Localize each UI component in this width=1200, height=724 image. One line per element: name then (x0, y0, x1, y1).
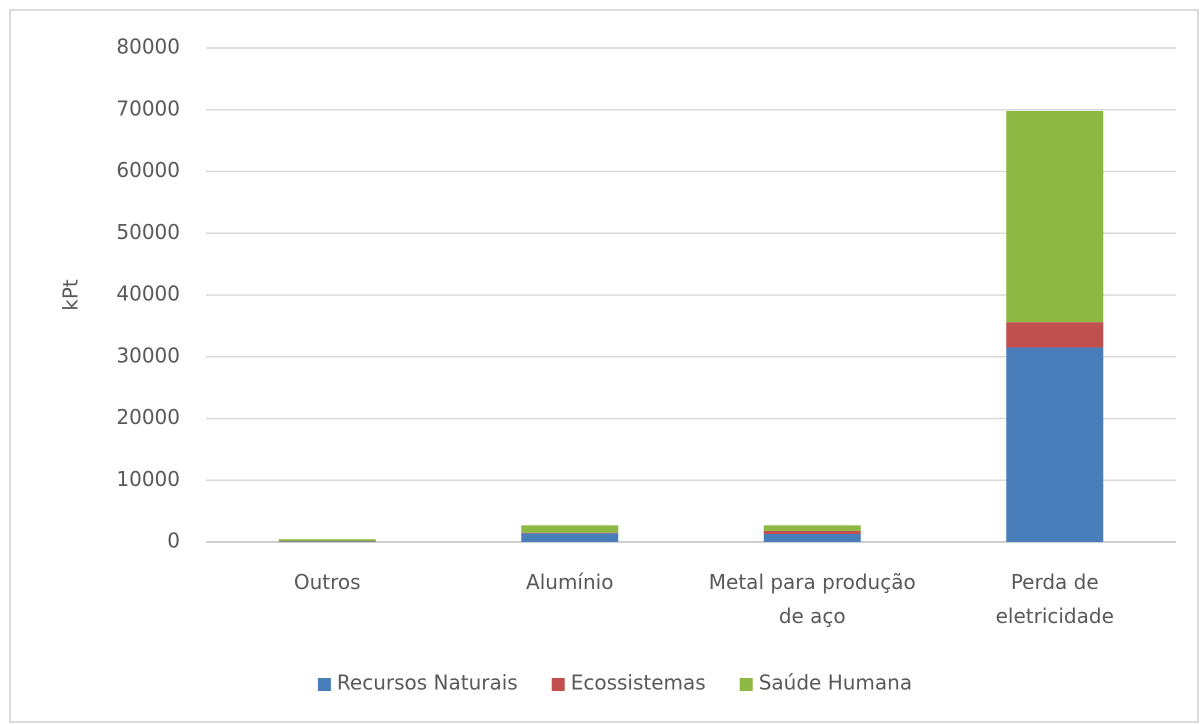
y-tick-label: 40000 (116, 282, 180, 306)
bar-segment (1006, 347, 1104, 542)
bar-segment (763, 530, 861, 534)
bar-segment (1006, 110, 1104, 323)
bar-segment (763, 533, 861, 542)
bar-segment (278, 541, 376, 542)
y-tick-label: 10000 (116, 467, 180, 491)
legend-label: Recursos Naturais (337, 671, 518, 695)
y-axis-label: kPt (59, 279, 83, 311)
y-tick-label: 60000 (116, 158, 180, 182)
y-tick-label: 80000 (116, 35, 180, 59)
legend-label: Saúde Humana (759, 671, 912, 695)
legend-swatch (551, 678, 565, 691)
legend-swatch (317, 678, 331, 691)
x-tick-label: Perda de eletricidade (995, 570, 1114, 628)
x-tick-label: Outros (293, 570, 361, 594)
legend-swatch (739, 678, 753, 691)
bar-segment (278, 539, 376, 542)
y-tick-label: 0 (167, 529, 180, 553)
chart-border (9, 9, 1199, 723)
bar-segment (521, 525, 619, 533)
bar-segment (521, 533, 619, 542)
x-tick-label: Metal para produção de aço (708, 570, 916, 628)
bar-segment (1006, 322, 1104, 348)
bar-segment (763, 525, 861, 531)
legend-label: Ecossistemas (571, 671, 706, 695)
y-tick-label: 20000 (116, 405, 180, 429)
y-tick-label: 50000 (116, 220, 180, 244)
y-tick-label: 70000 (116, 96, 180, 120)
x-tick-label: Alumínio (526, 570, 614, 594)
y-tick-label: 30000 (116, 343, 180, 367)
bar-segment (521, 532, 619, 534)
